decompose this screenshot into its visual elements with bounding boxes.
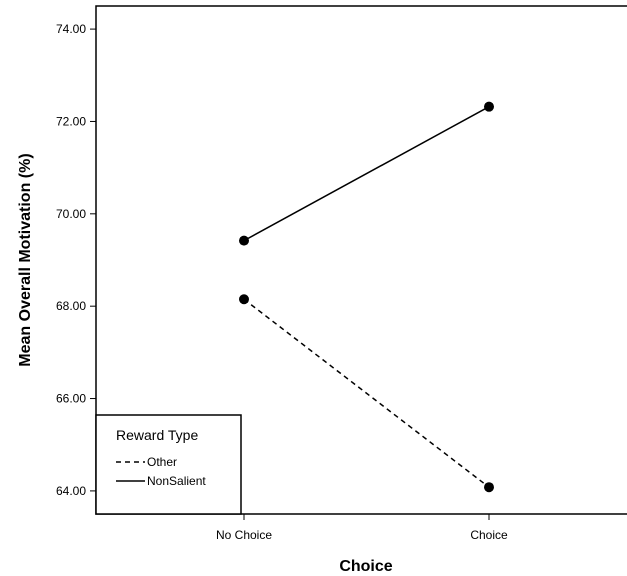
legend-entries: Other NonSalient (116, 455, 206, 488)
y-tick-label: 64.00 (56, 484, 86, 498)
series-layer (239, 101, 494, 493)
data-point-other (239, 294, 249, 305)
data-point-other (484, 482, 494, 493)
x-axis: No Choice Choice (216, 514, 508, 542)
legend-box (95, 414, 242, 515)
legend: Reward Type Other NonSalient (95, 414, 242, 515)
y-axis-title: Mean Overall Motivation (%) (17, 153, 34, 366)
x-tick-label: No Choice (216, 528, 272, 542)
legend-title: Reward Type (116, 427, 198, 443)
y-tick-label: 74.00 (56, 22, 86, 36)
plot-frame (95, 5, 627, 515)
data-point-nonsalient (484, 101, 494, 112)
y-axis: 64.00 66.00 68.00 70.00 72.00 74.00 (56, 22, 96, 498)
series-line-nonsalient (243, 106, 490, 242)
data-point-nonsalient (239, 235, 249, 246)
legend-label-other: Other (147, 455, 177, 469)
series-line-other (243, 298, 490, 488)
x-tick-label: Choice (470, 528, 508, 542)
legend-label-nonsalient: NonSalient (147, 474, 206, 488)
y-tick-label: 72.00 (56, 114, 86, 128)
y-tick-label: 66.00 (56, 392, 86, 406)
y-tick-label: 70.00 (56, 207, 86, 221)
plot-area (95, 5, 627, 515)
y-tick-label: 68.00 (56, 299, 86, 313)
x-axis-title: Choice (339, 558, 392, 575)
